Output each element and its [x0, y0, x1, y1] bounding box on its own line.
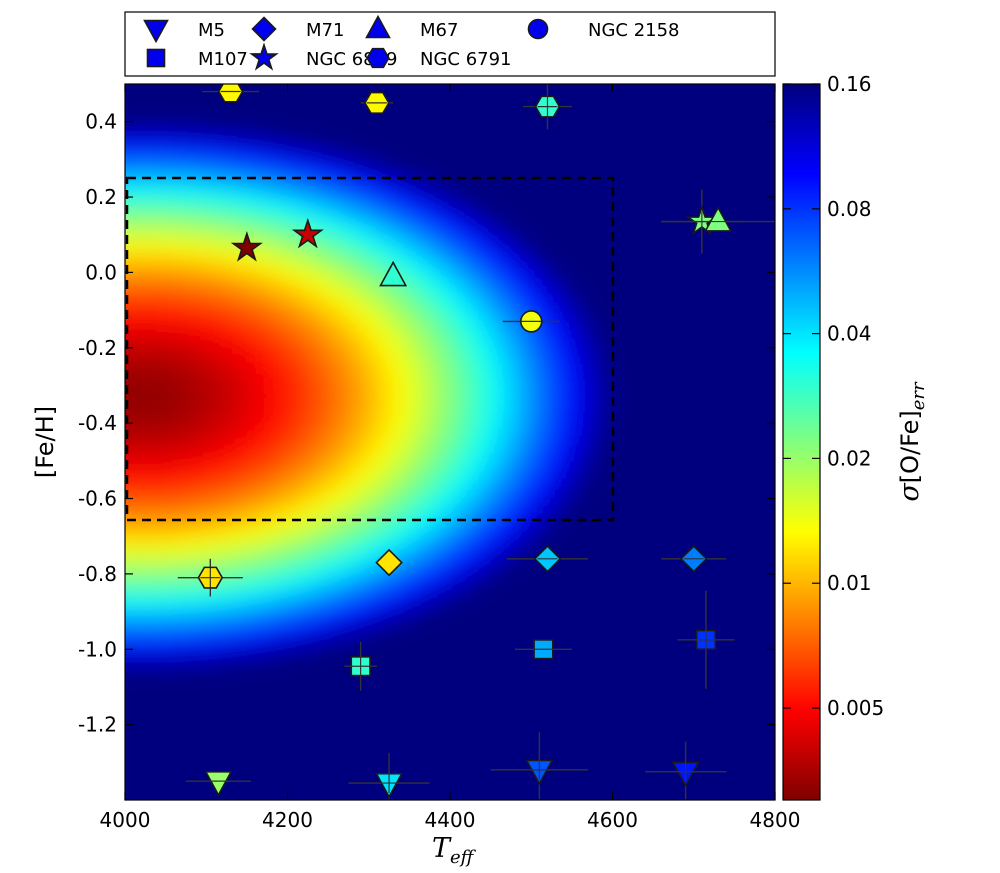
colorbar-tick-label: 0.16 [827, 72, 872, 96]
legend-entry: NGC 6791 [366, 47, 512, 70]
x-tick-label: 4800 [750, 808, 801, 832]
y-tick-label: -0.4 [78, 411, 117, 435]
region-box [125, 176, 615, 522]
colorbar-gradient [783, 84, 820, 800]
data-point [502, 310, 560, 333]
data-point [202, 84, 260, 103]
y-tick-label: -1.0 [78, 637, 117, 661]
legend-label: M5 [198, 20, 225, 41]
y-tick-label: -0.6 [78, 487, 117, 511]
legend-label: NGC 2158 [588, 20, 680, 41]
y-tick-label: 0.4 [85, 110, 117, 134]
x-tick-label: 4400 [425, 808, 476, 832]
data-point [661, 545, 727, 573]
data-point [677, 590, 735, 689]
legend-marker-diamond [251, 16, 277, 42]
data-point [523, 84, 572, 130]
x-tick-label: 4200 [262, 808, 313, 832]
data-point [490, 732, 589, 800]
data-points [177, 84, 775, 800]
legend-label: M71 [306, 20, 344, 41]
data-point [230, 231, 263, 262]
x-axis-label: Teff [432, 833, 477, 868]
colorbar-tick-label: 0.01 [827, 571, 872, 595]
data-point [360, 91, 394, 114]
legend-marker-triangle-up [365, 14, 391, 39]
marker-star [230, 231, 263, 262]
data-point [515, 639, 572, 660]
legend-entry: NGC 2158 [527, 18, 680, 41]
y-axis: 0.4 0.2 0.0 -0.2 -0.4 -0.6 -0.8 -1.0 -1.2 [78, 110, 775, 737]
colorbar-tick-label: 0.08 [827, 197, 872, 221]
heatmap [125, 84, 775, 800]
x-tick-label: 4600 [587, 808, 638, 832]
y-tick-label: -1.2 [78, 713, 117, 737]
data-point [379, 260, 408, 287]
marker-triangle-up [379, 260, 408, 287]
y-tick-label: -0.8 [78, 562, 117, 586]
legend-entry: M5 [143, 19, 225, 44]
colorbar-label: σ[O/Fe]err [894, 381, 929, 502]
x-axis: 4000 4200 4400 4600 4800 [100, 84, 801, 832]
legend-entry: M67 [365, 14, 458, 41]
marker-diamond [375, 548, 403, 577]
legend-label: M67 [420, 20, 458, 41]
plot-area: 4000 4200 4400 4600 4800 0.4 0.2 0.0 -0.2 -0.4 -0… [78, 83, 801, 832]
data-point [185, 771, 251, 797]
data-point [291, 217, 324, 249]
marker-hexagon [217, 84, 244, 103]
legend-marker-square [146, 48, 166, 68]
legend-marker-hexagon [366, 47, 390, 69]
colorbar-ticks: 0.005 0.01 0.02 0.04 0.08 0.16 [783, 72, 884, 720]
data-point [344, 641, 377, 691]
legend-entry: M107 [146, 48, 248, 70]
y-tick-label: 0.0 [85, 260, 117, 284]
y-tick-label: -0.2 [78, 336, 117, 360]
legend-label: M107 [198, 49, 248, 70]
marker-star [291, 217, 324, 249]
legend-entry: M71 [251, 16, 344, 42]
data-point [661, 206, 775, 232]
marker-triangle-up [704, 206, 733, 232]
data-point [348, 752, 430, 800]
legend-marker-circle [527, 18, 549, 40]
x-tick-label: 4000 [100, 808, 151, 832]
colorbar-tick-label: 0.02 [827, 446, 872, 470]
data-point [177, 558, 243, 597]
legend-marker-triangle-down [143, 19, 169, 44]
legend-marker-star [249, 42, 279, 71]
data-point [645, 741, 727, 800]
data-point [506, 545, 589, 573]
y-tick-label: 0.2 [85, 185, 117, 209]
marker-triangle-down [204, 771, 233, 797]
colorbar-frame [782, 83, 821, 801]
legend-label: NGC 6791 [420, 49, 512, 70]
y-axis-label: [Fe/H] [31, 406, 59, 478]
data-point [375, 548, 403, 577]
colorbar-tick-label: 0.04 [827, 322, 872, 346]
legend-frame [124, 11, 776, 77]
colorbar-tick-label: 0.005 [827, 696, 884, 720]
colorbar: 0.005 0.01 0.02 0.04 0.08 0.16 σ[O/Fe]err [782, 72, 929, 801]
